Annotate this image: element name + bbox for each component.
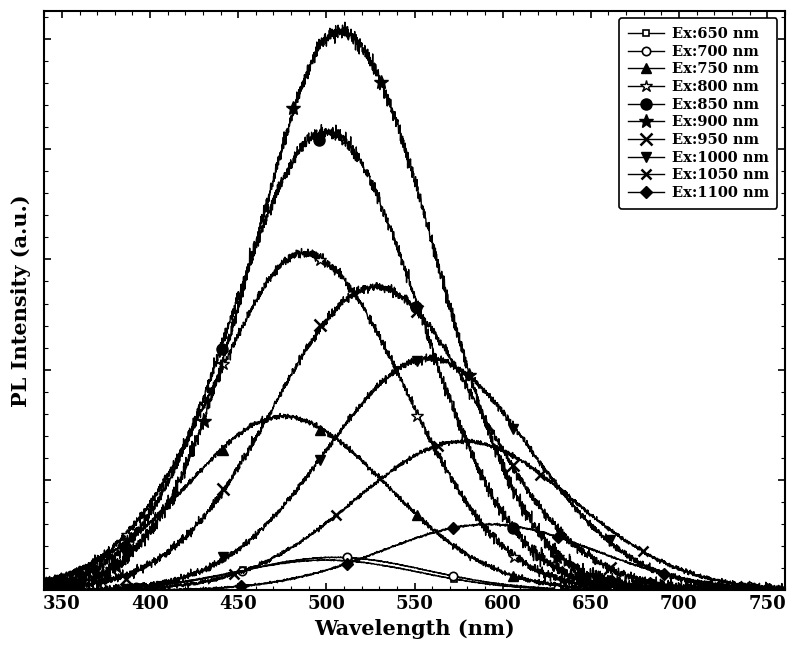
Ex:950 nm — [361, 282, 370, 290]
Ex:800 nm — [159, 475, 169, 483]
Ex:1000 nm — [22, 582, 31, 590]
Ex:1000 nm — [113, 584, 122, 592]
Ex:850 nm — [22, 586, 32, 594]
Ex:850 nm — [22, 580, 31, 588]
Ex:700 nm — [714, 586, 724, 594]
Ex:900 nm — [112, 558, 122, 566]
Line: Ex:750 nm: Ex:750 nm — [22, 409, 800, 595]
Ex:900 nm — [361, 51, 370, 58]
Ex:900 nm — [340, 18, 350, 26]
Line: Ex:700 nm: Ex:700 nm — [22, 552, 800, 595]
Ex:750 nm — [275, 410, 285, 417]
Ex:1050 nm — [458, 434, 467, 442]
Line: Ex:900 nm: Ex:900 nm — [20, 16, 800, 597]
Ex:1100 nm — [714, 580, 724, 588]
Ex:1000 nm — [361, 394, 370, 402]
Ex:800 nm — [297, 244, 306, 252]
Ex:1100 nm — [112, 586, 122, 594]
Ex:1050 nm — [159, 584, 169, 592]
Ex:900 nm — [22, 586, 31, 593]
Line: Ex:1100 nm: Ex:1100 nm — [22, 519, 800, 595]
Ex:1000 nm — [160, 579, 170, 587]
Ex:950 nm — [113, 571, 122, 579]
Line: Ex:850 nm: Ex:850 nm — [21, 119, 800, 596]
Ex:1000 nm — [714, 580, 724, 588]
Ex:800 nm — [361, 307, 370, 315]
Ex:1100 nm — [22, 586, 31, 594]
Ex:750 nm — [159, 505, 169, 513]
Ex:750 nm — [714, 586, 724, 593]
Ex:650 nm — [361, 559, 370, 567]
Ex:850 nm — [326, 132, 336, 140]
Ex:850 nm — [317, 121, 326, 129]
Line: Ex:950 nm: Ex:950 nm — [21, 277, 800, 596]
Ex:950 nm — [22, 585, 31, 593]
Ex:750 nm — [361, 459, 370, 467]
Ex:900 nm — [326, 31, 336, 38]
Ex:950 nm — [714, 584, 724, 592]
Ex:700 nm — [112, 585, 122, 593]
Ex:750 nm — [22, 581, 31, 589]
Ex:1050 nm — [361, 488, 370, 495]
X-axis label: Wavelength (nm): Wavelength (nm) — [314, 619, 515, 639]
Ex:700 nm — [361, 556, 370, 564]
Ex:800 nm — [714, 586, 724, 594]
Ex:1050 nm — [714, 577, 724, 585]
Line: Ex:1000 nm: Ex:1000 nm — [22, 349, 800, 595]
Ex:650 nm — [317, 556, 326, 564]
Ex:950 nm — [371, 279, 381, 287]
Line: Ex:800 nm: Ex:800 nm — [21, 242, 800, 597]
Ex:800 nm — [326, 264, 336, 272]
Ex:750 nm — [326, 430, 336, 438]
Ex:650 nm — [326, 556, 336, 564]
Ex:950 nm — [160, 549, 170, 556]
Ex:900 nm — [714, 584, 724, 592]
Ex:700 nm — [159, 580, 169, 588]
Ex:950 nm — [326, 313, 336, 320]
Ex:850 nm — [361, 167, 370, 175]
Ex:1100 nm — [159, 586, 169, 593]
Ex:700 nm — [326, 554, 336, 562]
Ex:1100 nm — [361, 554, 370, 562]
Y-axis label: PL Intensity (a.u.): PL Intensity (a.u.) — [11, 194, 31, 407]
Ex:800 nm — [22, 580, 31, 588]
Ex:1100 nm — [493, 519, 502, 527]
Ex:700 nm — [22, 586, 31, 594]
Ex:850 nm — [160, 486, 170, 494]
Ex:1050 nm — [22, 586, 31, 594]
Legend: Ex:650 nm, Ex:700 nm, Ex:750 nm, Ex:800 nm, Ex:850 nm, Ex:900 nm, Ex:950 nm, Ex:: Ex:650 nm, Ex:700 nm, Ex:750 nm, Ex:800 … — [619, 18, 778, 209]
Ex:700 nm — [336, 553, 346, 561]
Ex:1000 nm — [326, 441, 336, 449]
Ex:1050 nm — [112, 586, 122, 594]
Ex:1050 nm — [326, 515, 336, 523]
Ex:650 nm — [26, 586, 35, 594]
Ex:800 nm — [112, 536, 122, 544]
Ex:750 nm — [112, 545, 122, 552]
Ex:650 nm — [160, 580, 170, 588]
Line: Ex:650 nm: Ex:650 nm — [23, 556, 800, 594]
Ex:650 nm — [22, 586, 31, 594]
Ex:650 nm — [714, 586, 724, 594]
Ex:1100 nm — [326, 566, 336, 573]
Ex:900 nm — [159, 506, 169, 514]
Line: Ex:1050 nm: Ex:1050 nm — [22, 434, 800, 595]
Ex:850 nm — [113, 547, 122, 554]
Ex:1000 nm — [422, 350, 431, 358]
Ex:1000 nm — [22, 586, 32, 594]
Ex:850 nm — [714, 584, 724, 592]
Ex:650 nm — [113, 584, 122, 592]
Ex:950 nm — [22, 586, 32, 594]
